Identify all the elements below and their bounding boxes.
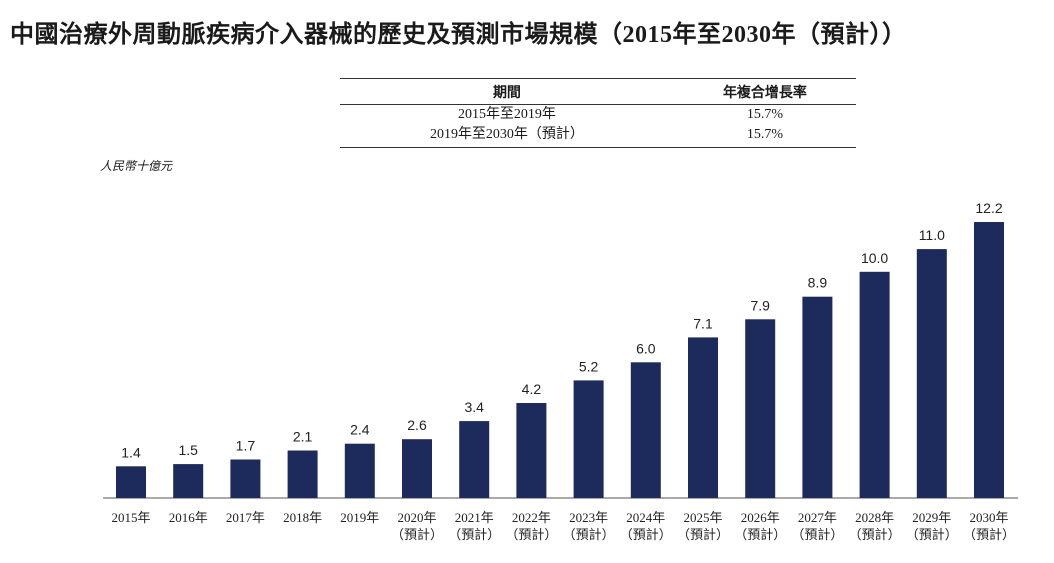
x-tick-label: 2028年 bbox=[855, 510, 894, 525]
cagr-rate: 15.7% bbox=[746, 107, 784, 122]
x-tick-sublabel: （預計） bbox=[906, 527, 958, 542]
x-tick-label: 2025年 bbox=[683, 510, 722, 525]
bar-value-label: 10.0 bbox=[861, 250, 888, 266]
bar-value-label: 6.0 bbox=[636, 340, 656, 356]
bar bbox=[116, 466, 146, 498]
x-tick-sublabel: （預計） bbox=[448, 527, 500, 542]
x-tick-sublabel: （預計） bbox=[563, 527, 615, 542]
y-axis-unit-label: 人民幣十億元 bbox=[100, 159, 173, 173]
bar-value-label: 5.2 bbox=[579, 358, 599, 374]
bar bbox=[688, 337, 718, 498]
cagr-period: 2015年至2019年 bbox=[457, 107, 556, 122]
x-tick-sublabel: （預計） bbox=[391, 527, 443, 542]
bar bbox=[287, 450, 318, 498]
bar-value-label: 4.2 bbox=[522, 381, 542, 397]
bar bbox=[459, 421, 490, 498]
table-row: 2019年至2030年（預計） 15.7% bbox=[340, 125, 856, 148]
bar-value-label: 1.4 bbox=[121, 444, 141, 460]
cagr-rate: 15.7% bbox=[673, 125, 856, 148]
x-tick-sublabel: （預計） bbox=[505, 527, 557, 542]
bar bbox=[974, 222, 1004, 498]
bar bbox=[573, 380, 604, 498]
x-tick-label: 2026年 bbox=[741, 510, 780, 525]
x-tick-label: 2018年 bbox=[283, 510, 322, 525]
bar bbox=[516, 403, 547, 498]
x-tick-label: 2019年 bbox=[340, 510, 379, 525]
cagr-period: 2019年至2030年（預計） bbox=[340, 125, 674, 148]
x-tick-label: 2015年 bbox=[111, 510, 150, 525]
bar bbox=[859, 271, 890, 498]
x-tick-label: 2021年 bbox=[455, 510, 494, 525]
bar-value-label: 7.1 bbox=[693, 315, 713, 331]
bar-value-label: 1.7 bbox=[236, 438, 256, 454]
bar-value-label: 7.9 bbox=[750, 297, 770, 313]
x-tick-label: 2030年 bbox=[969, 510, 1008, 525]
bar bbox=[916, 249, 947, 498]
bar bbox=[802, 296, 833, 498]
x-tick-label: 2017年 bbox=[226, 510, 265, 525]
x-tick-label: 2020年 bbox=[397, 510, 436, 525]
x-tick-label: 2029年 bbox=[912, 510, 951, 525]
cagr-header-rate: 年複合增長率 bbox=[673, 78, 856, 105]
bar bbox=[173, 464, 204, 498]
bar-value-label: 12.2 bbox=[975, 200, 1002, 216]
x-tick-sublabel: （預計） bbox=[963, 527, 1015, 542]
x-tick-sublabel: （預計） bbox=[677, 527, 729, 542]
x-tick-label: 2023年 bbox=[569, 510, 608, 525]
bar-value-label: 3.4 bbox=[464, 399, 484, 415]
bar-value-label: 8.9 bbox=[808, 275, 828, 291]
cagr-table: 期間 年複合增長率 2015年至2019年 15.7% 2019年至2030年（… bbox=[340, 78, 856, 148]
bar-value-label: 11.0 bbox=[919, 227, 945, 243]
page-title: 中國治療外周動脈疾病介入器械的歷史及預測市場規模（2015年至2030年（預計）… bbox=[10, 22, 907, 48]
bar bbox=[344, 443, 375, 498]
bar bbox=[745, 319, 776, 498]
bar-value-label: 2.4 bbox=[350, 422, 370, 438]
bar-value-label: 2.6 bbox=[407, 417, 427, 433]
x-tick-sublabel: （預計） bbox=[620, 527, 672, 542]
x-tick-sublabel: （預計） bbox=[791, 527, 843, 542]
x-tick-label: 2022年 bbox=[512, 510, 551, 525]
bar bbox=[402, 439, 432, 498]
bar bbox=[630, 362, 661, 498]
bar bbox=[230, 459, 261, 498]
cagr-header-period: 期間 bbox=[340, 78, 674, 105]
x-tick-label: 2016年 bbox=[169, 510, 208, 525]
x-tick-label: 2024年 bbox=[626, 510, 665, 525]
table-row: 2015年至2019年 15.7% bbox=[340, 105, 856, 126]
x-tick-sublabel: （預計） bbox=[849, 527, 901, 542]
x-tick-sublabel: （預計） bbox=[734, 527, 786, 542]
bar-value-label: 1.5 bbox=[178, 442, 198, 458]
x-tick-label: 2027年 bbox=[798, 510, 837, 525]
bar-value-label: 2.1 bbox=[293, 429, 313, 445]
